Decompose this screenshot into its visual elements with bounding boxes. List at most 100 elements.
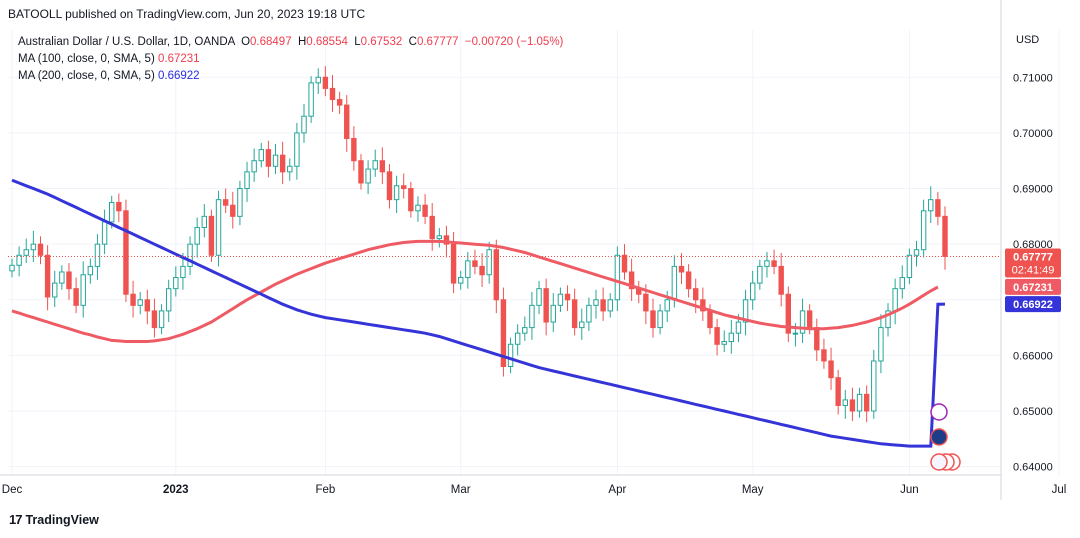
candle-body [351,137,357,162]
candle-body [472,260,478,267]
candle-body [543,288,549,323]
candle-body [194,226,200,245]
candle-body [130,293,136,306]
candle-body [514,332,521,345]
candle-body [457,277,464,284]
y-tick-label: 0.66000 [1013,350,1053,362]
candle-body [892,288,898,312]
y-tick-label: 0.65000 [1013,406,1053,418]
ma100-price-box [1005,278,1061,295]
legend-ma200[interactable]: MA (200, close, 0, SMA, 5) 0.66922 [18,68,563,85]
candle-body [158,310,165,329]
candle-body [144,299,151,312]
ma100-value: 0.67231 [157,53,200,65]
candle-body [9,264,15,272]
x-tick-label: Mar [451,484,471,496]
candle-body [151,310,158,329]
tradingview-mark-icon: 17 [9,512,23,527]
candle-body [73,288,79,306]
ma100-price-text: 0.67231 [1013,282,1053,294]
candle-body [942,215,948,257]
candle-body [372,160,378,170]
ma200-line [11,178,946,448]
candle-body [863,393,870,412]
candle-body [80,274,86,306]
candle-body [529,304,535,329]
candle-body [749,282,756,301]
candle-body [571,299,578,329]
candle-body [621,254,628,273]
y-tick-label: 0.71000 [1013,72,1053,84]
tradingview-logo[interactable]: 17 TradingView [9,512,99,527]
candle-body [137,299,143,306]
candle-body [16,254,22,266]
chart-legend: Australian Dollar / U.S. Dollar, 1D, OAN… [18,34,563,85]
candle-body [258,149,264,162]
legend-ma100[interactable]: MA (100, close, 0, SMA, 5) 0.67231 [18,51,563,68]
candle-body [386,171,393,201]
candle-body [778,265,784,295]
candle-body [180,265,186,279]
y-tick-label: 0.68000 [1013,239,1053,251]
candle-body [315,76,321,84]
candle-body [728,332,735,342]
last-price-text: 0.67777 [1013,252,1053,264]
candle-body [109,201,115,223]
candle-body [123,210,129,295]
candle-body [187,243,193,267]
candle-body [66,271,72,290]
ma100-line [11,239,939,343]
candle-body [685,271,692,290]
candle-body [479,265,485,276]
candle-body [52,282,58,298]
candle-body [579,321,585,329]
candle-body [799,310,806,334]
us-flag-icon [930,453,948,471]
candle-body [486,249,492,276]
legend-low: 0.67532 [360,36,403,48]
australia-flag-icon [930,428,948,446]
x-tick-label: Apr [608,484,626,496]
candle-body [23,249,29,256]
y-tick-label: 0.69000 [1013,184,1053,196]
candle-body [707,310,713,329]
candle-body [792,332,799,335]
candle-body [265,149,272,167]
candle-body [806,310,813,329]
last-price-text: 02:41:49 [1012,265,1055,277]
candle-body [564,293,571,301]
legend-h-label: H [297,36,307,48]
candle-body [101,221,108,245]
y-tick-label: 0.70000 [1013,128,1053,140]
candle-body [821,349,827,362]
ma200-label: MA (200, close, 0, SMA, 5) [18,70,155,82]
candle-body [607,299,613,312]
legend-c-label: C [408,36,417,48]
candle-body [358,160,364,184]
candle-body [329,87,336,101]
candle-body [251,160,257,173]
candle-body [721,341,727,345]
candle-body [116,201,122,212]
candle-body [899,277,905,290]
candle-body [835,377,841,406]
candle-body [842,399,848,406]
legend-symbol: Australian Dollar / U.S. Dollar, 1D, OAN… [18,36,235,48]
candle-body [322,76,329,89]
x-tick-label: Feb [315,484,335,496]
legend-high: 0.68554 [306,36,348,48]
candle-body [37,243,44,256]
candle-body [429,215,435,240]
candle-body [771,260,777,267]
currency-label[interactable]: USD [1016,34,1040,46]
candle-body [586,304,592,323]
candle-body [871,360,877,412]
candle-body [550,304,556,323]
candle-body [913,249,920,256]
candle-body [714,327,720,345]
candle-body [600,299,606,312]
candle-body [230,204,236,217]
candle-body [208,215,215,256]
